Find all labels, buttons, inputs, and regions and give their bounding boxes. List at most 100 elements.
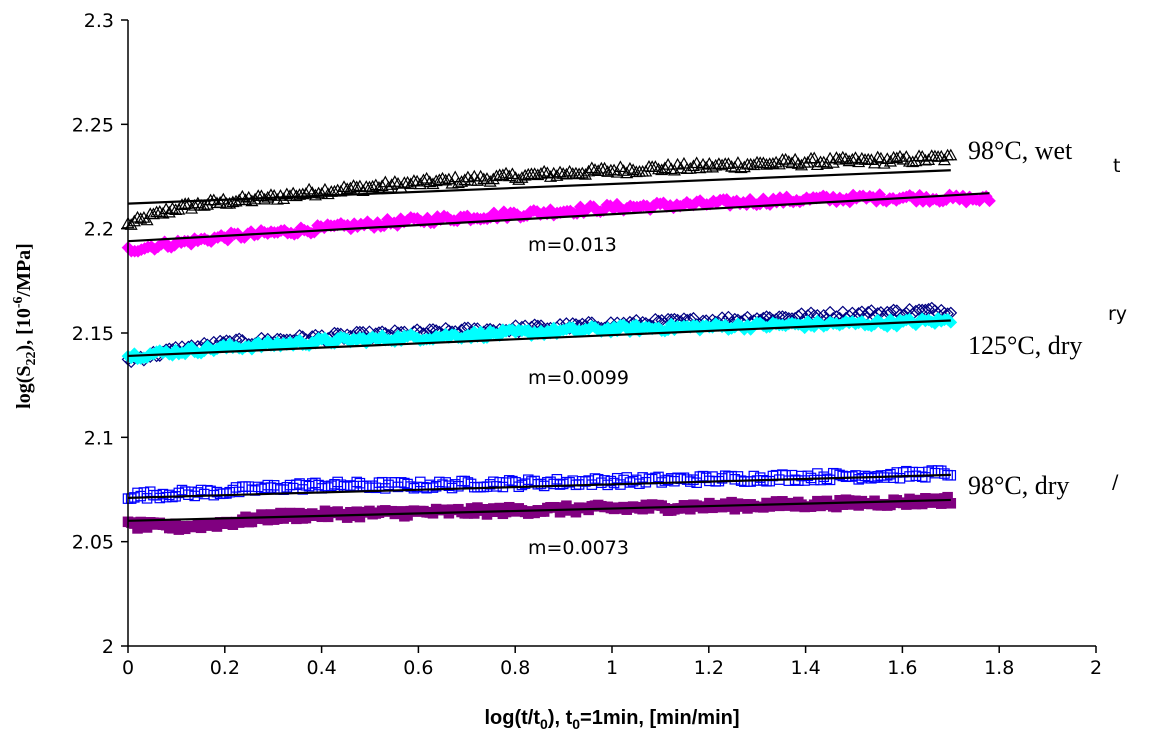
fit-line-1	[127, 169, 951, 205]
data-point	[188, 198, 202, 211]
group-label-125c-dry: 125°C, dry	[968, 331, 1082, 360]
data-point	[140, 213, 154, 226]
data-point	[712, 157, 726, 169]
data-point	[265, 482, 277, 493]
group-label-98c-dry: 98°C, dry	[968, 471, 1069, 500]
data-point	[213, 195, 227, 208]
data-point	[563, 164, 577, 177]
data-point	[945, 498, 957, 509]
y-tick-label: 2	[102, 636, 114, 658]
data-point	[264, 188, 278, 201]
data-point	[709, 158, 723, 171]
data-point	[439, 173, 453, 186]
data-point	[734, 161, 748, 174]
data-series-6	[122, 491, 957, 535]
data-point	[356, 184, 370, 197]
data-point	[572, 167, 586, 180]
data-point	[380, 483, 391, 494]
data-point	[448, 170, 462, 183]
y-tick-label: 2.2	[84, 219, 114, 241]
fit-line-3	[127, 319, 951, 358]
data-point	[766, 157, 780, 169]
data-point	[801, 155, 815, 168]
x-tick-label: 0.2	[210, 657, 240, 679]
x-tick-label: 0.6	[403, 657, 433, 679]
data-point	[912, 149, 926, 162]
y-axis-label: log(S22), [10-6/MPa]	[11, 243, 39, 409]
data-point	[909, 304, 923, 318]
data-point	[683, 161, 697, 174]
slope-annotation-2: m=0.0099	[528, 367, 629, 389]
data-point	[626, 163, 640, 176]
data-point	[648, 160, 662, 172]
data-point	[246, 484, 258, 496]
data-point	[578, 168, 592, 180]
x-tick-label: 1.6	[887, 657, 917, 679]
y-tick-label: 2.15	[72, 323, 114, 345]
data-point	[165, 201, 179, 214]
data-point	[883, 154, 897, 167]
data-point	[836, 150, 850, 163]
x-tick-label: 1.8	[984, 657, 1014, 679]
data-point	[509, 171, 523, 183]
data-point	[440, 477, 451, 488]
data-point	[839, 152, 853, 164]
data-point	[726, 470, 737, 482]
data-point	[315, 187, 329, 199]
fit-line-5	[127, 498, 951, 522]
y-axis-ticks: 2 2.05 2.1 2.15 2.2 2.25 2.3	[72, 10, 128, 658]
data-point	[769, 155, 783, 168]
fit-line-2	[127, 192, 990, 243]
data-point	[861, 305, 875, 319]
data-point	[310, 477, 321, 489]
data-point	[859, 470, 871, 482]
data-point	[528, 167, 542, 179]
data-point	[369, 178, 383, 191]
x-tick-label: 0.8	[500, 657, 530, 679]
y-tick-label: 2.25	[72, 114, 114, 136]
data-point	[887, 303, 900, 317]
data-point	[503, 475, 515, 486]
data-point	[658, 161, 672, 174]
data-point	[451, 176, 465, 189]
data-point	[350, 180, 364, 193]
y-tick-label: 2.05	[72, 532, 114, 554]
data-point	[144, 486, 156, 497]
data-point	[894, 472, 906, 484]
data-point	[480, 172, 494, 184]
data-point	[779, 152, 793, 165]
data-point	[388, 175, 402, 187]
x-tick-label: 0.4	[306, 657, 336, 679]
data-point	[515, 171, 529, 183]
data-point	[855, 151, 869, 164]
data-point	[426, 177, 440, 190]
x-tick-label: 1.2	[694, 657, 724, 679]
data-point	[845, 152, 859, 165]
data-point	[458, 173, 472, 186]
data-point	[906, 155, 920, 168]
data-point	[794, 158, 809, 171]
data-point	[932, 465, 944, 476]
data-point	[807, 151, 821, 164]
data-point	[756, 156, 770, 169]
clipped-legend-fragment-2: ry	[1108, 303, 1127, 325]
data-point	[553, 165, 567, 178]
x-tick-label: 2	[1090, 657, 1102, 679]
data-point	[283, 189, 297, 201]
data-point	[531, 168, 545, 181]
data-point	[818, 471, 830, 483]
data-point	[381, 180, 396, 193]
data-point	[376, 476, 388, 488]
data-point	[721, 157, 735, 169]
x-tick-label: 1.4	[790, 657, 820, 679]
clipped-legend-fragment-1: t	[1113, 155, 1120, 177]
data-point	[413, 177, 427, 190]
data-point	[134, 212, 148, 224]
fit-lines-layer	[127, 169, 990, 522]
data-point	[512, 173, 526, 185]
x-tick-label: 1	[606, 657, 618, 679]
clipped-legend-fragment-3: /	[1112, 471, 1119, 493]
x-axis-ticks: 0 0.2 0.4 0.6 0.8 1 1.2 1.4 1.6 1.8 2	[122, 646, 1102, 679]
y-tick-label: 2.1	[84, 427, 114, 449]
